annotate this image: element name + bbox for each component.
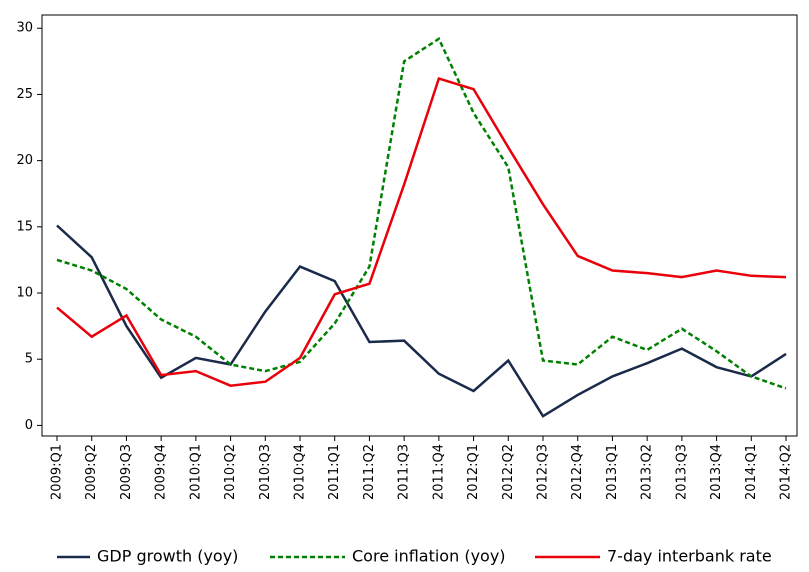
x-tick-label: 2010:Q1 bbox=[188, 444, 203, 500]
x-tick-label: 2011:Q1 bbox=[327, 444, 342, 500]
y-tick-label: 10 bbox=[16, 286, 33, 301]
x-tick-label: 2012:Q4 bbox=[570, 444, 585, 500]
x-tick-label: 2012:Q3 bbox=[536, 444, 551, 500]
plot-frame bbox=[41, 14, 798, 437]
x-tick-label: 2013:Q2 bbox=[640, 444, 655, 500]
series-line bbox=[56, 37, 787, 390]
x-tick-label: 2013:Q1 bbox=[605, 444, 620, 500]
legend-label: Core inflation (yoy) bbox=[352, 547, 506, 566]
y-tick-label: 30 bbox=[16, 21, 33, 36]
x-tick-label: 2009:Q3 bbox=[119, 444, 134, 500]
x-tick-label: 2014:Q1 bbox=[744, 444, 759, 500]
legend-label: 7-day interbank rate bbox=[607, 547, 772, 566]
x-tick-label: 2011:Q3 bbox=[397, 444, 412, 500]
series-line bbox=[56, 76, 787, 387]
y-tick-label: 5 bbox=[25, 352, 33, 367]
x-tick-label: 2014:Q2 bbox=[779, 444, 794, 500]
x-tick-label: 2012:Q2 bbox=[501, 444, 516, 500]
x-tick-label: 2013:Q4 bbox=[709, 444, 724, 500]
y-tick-label: 20 bbox=[16, 153, 33, 168]
x-tick-label: 2010:Q2 bbox=[223, 444, 238, 500]
y-tick-label: 15 bbox=[16, 219, 33, 234]
series-line bbox=[56, 224, 787, 418]
x-tick-label: 2011:Q2 bbox=[362, 444, 377, 500]
x-tick-label: 2011:Q4 bbox=[431, 444, 446, 500]
legend-label: GDP growth (yoy) bbox=[97, 547, 238, 566]
x-tick-label: 2009:Q4 bbox=[154, 444, 169, 500]
y-tick-label: 0 bbox=[25, 418, 33, 433]
y-tick-label: 25 bbox=[16, 87, 33, 102]
x-tick-label: 2010:Q3 bbox=[258, 444, 273, 500]
x-tick-label: 2009:Q1 bbox=[50, 444, 65, 500]
x-tick-label: 2012:Q1 bbox=[466, 444, 481, 500]
x-tick-label: 2013:Q3 bbox=[674, 444, 689, 500]
x-tick-label: 2010:Q4 bbox=[293, 444, 308, 500]
x-tick-label: 2009:Q2 bbox=[84, 444, 99, 500]
